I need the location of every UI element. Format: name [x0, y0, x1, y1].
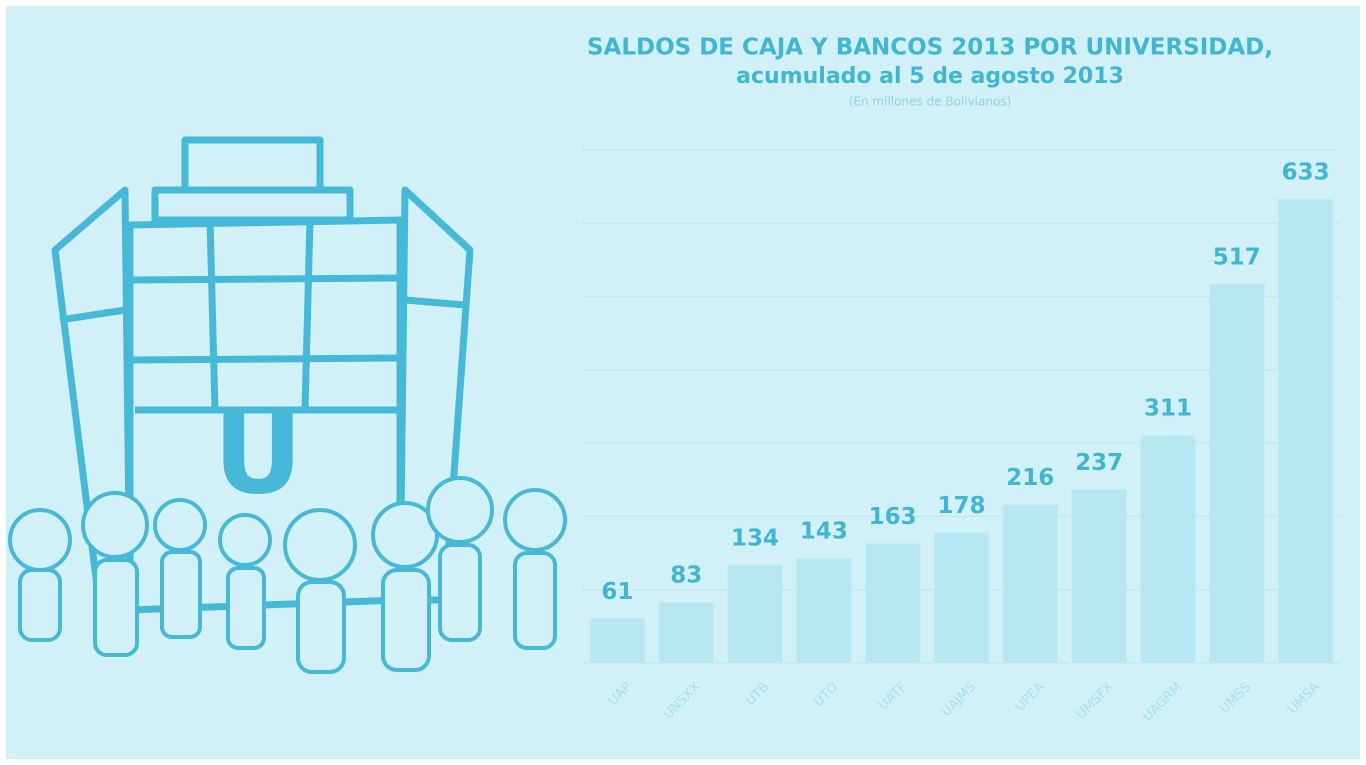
bar	[795, 557, 852, 664]
value-label: 163	[869, 504, 917, 530]
value-label: 633	[1282, 160, 1330, 186]
chart-title: SALDOS DE CAJA Y BANCOS 2013 POR UNIVERS…	[587, 35, 1273, 61]
value-label: 517	[1213, 245, 1261, 271]
value-label: 311	[1144, 396, 1192, 422]
bar	[864, 543, 921, 664]
bar	[1139, 434, 1196, 664]
value-label: 178	[937, 493, 985, 519]
bar	[589, 617, 646, 664]
chart-note: (En millones de Bolivianos)	[849, 95, 1012, 109]
window-line	[206, 219, 219, 411]
illustration: U	[8, 136, 567, 674]
chart-subtitle: acumulado al 5 de agosto 2013	[736, 64, 1124, 89]
window-line	[59, 306, 126, 324]
people	[8, 476, 567, 674]
bar	[1071, 488, 1128, 664]
value-label: 143	[800, 519, 848, 545]
value-label: 83	[670, 563, 702, 589]
bar	[1208, 283, 1265, 664]
bar	[727, 564, 784, 664]
value-label: 216	[1006, 465, 1054, 491]
window-line	[129, 274, 401, 284]
value-label: 61	[601, 579, 633, 605]
bar	[1002, 504, 1059, 664]
window-line	[129, 354, 401, 364]
building-sign: U	[213, 390, 302, 518]
value-label: 134	[731, 525, 779, 551]
bar	[658, 601, 715, 664]
bar	[933, 532, 990, 664]
value-label: 237	[1075, 450, 1123, 476]
bar	[1277, 198, 1334, 664]
window-line	[404, 296, 466, 309]
window-line	[301, 219, 314, 411]
